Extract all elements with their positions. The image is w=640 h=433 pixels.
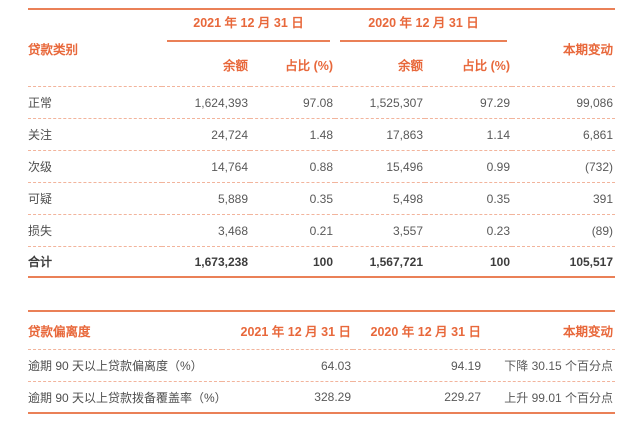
sub-header-row: 余额 占比 (%) 余额 占比 (%) — [28, 42, 615, 87]
loan-classification-table: 贷款类别 2021 年 12 月 31 日 2020 年 12 月 31 日 本… — [28, 8, 616, 278]
cell-balance-2020: 1,567,721 — [335, 247, 426, 278]
cell-ratio-2021: 100 — [250, 247, 336, 278]
col-group-2020: 2020 年 12 月 31 日 — [335, 10, 512, 42]
cell-metric-label: 逾期 90 天以上贷款偏离度（%） — [28, 350, 222, 382]
cell-category: 可疑 — [28, 183, 162, 215]
cell-change: 上升 99.01 个百分点 — [483, 382, 615, 414]
cell-metric-label: 逾期 90 天以上贷款拨备覆盖率（%） — [28, 382, 227, 414]
loan-deviation-table: 贷款偏离度 2021 年 12 月 31 日 2020 年 12 月 31 日 … — [28, 310, 615, 414]
table-row-special-mention: 关注 24,724 1.48 17,863 1.14 6,861 — [28, 119, 616, 151]
cell-balance-2021: 3,468 — [162, 215, 250, 247]
col-header-loan-deviation: 贷款偏离度 — [28, 312, 222, 350]
cell-change: 99,086 — [512, 87, 616, 119]
cell-category: 关注 — [28, 119, 162, 151]
cell-ratio-2020: 0.35 — [425, 183, 513, 215]
cell-change: 6,861 — [512, 119, 616, 151]
report-page: 贷款类别 2021 年 12 月 31 日 2020 年 12 月 31 日 本… — [28, 8, 616, 414]
deviation-table-body: 逾期 90 天以上贷款偏离度（%） 64.03 94.19 下降 30.15 个… — [28, 350, 615, 414]
cell-balance-2020: 5,498 — [335, 183, 426, 215]
cell-balance-2020: 1,525,307 — [335, 87, 426, 119]
cell-category: 合计 — [28, 247, 162, 278]
col-header-balance-2021: 余额 — [162, 42, 250, 87]
cell-value-2020: 94.19 — [353, 350, 483, 382]
cell-change: (732) — [512, 151, 616, 183]
col-header-ratio-2021: 占比 (%) — [250, 42, 336, 87]
col-header-loan-category: 贷款类别 — [28, 10, 162, 87]
cell-balance-2021: 5,889 — [162, 183, 250, 215]
cell-ratio-2020: 0.99 — [425, 151, 513, 183]
deviation-table-header: 贷款偏离度 2021 年 12 月 31 日 2020 年 12 月 31 日 … — [28, 312, 615, 350]
cell-balance-2020: 15,496 — [335, 151, 426, 183]
cell-change: (89) — [512, 215, 616, 247]
col-header-date-2020: 2020 年 12 月 31 日 — [353, 312, 483, 350]
cell-balance-2021: 24,724 — [162, 119, 250, 151]
cell-ratio-2020: 97.29 — [425, 87, 513, 119]
group-header-row: 贷款类别 2021 年 12 月 31 日 2020 年 12 月 31 日 本… — [28, 10, 616, 87]
col-header-ratio-2020: 占比 (%) — [425, 42, 513, 87]
group-label-2020: 2020 年 12 月 31 日 — [368, 16, 479, 30]
cell-category: 正常 — [28, 87, 162, 119]
table-row-loss: 损失 3,468 0.21 3,557 0.23 (89) — [28, 215, 616, 247]
loan-table-header: 贷款类别 2021 年 12 月 31 日 2020 年 12 月 31 日 本… — [28, 10, 616, 87]
cell-category: 次级 — [28, 151, 162, 183]
col-header-balance-2020: 余额 — [335, 42, 426, 87]
cell-value-2021: 64.03 — [222, 350, 353, 382]
col-header-period-change: 本期变动 — [483, 312, 615, 350]
table-row-total: 合计 1,673,238 100 1,567,721 100 105,517 — [28, 247, 616, 278]
cell-change: 105,517 — [512, 247, 616, 278]
cell-balance-2021: 14,764 — [162, 151, 250, 183]
cell-value-2020: 229.27 — [353, 382, 483, 414]
group-underline-2020 — [340, 40, 508, 42]
col-header-period-change: 本期变动 — [512, 10, 616, 87]
cell-change: 下降 30.15 个百分点 — [483, 350, 615, 382]
col-header-date-2021: 2021 年 12 月 31 日 — [222, 312, 353, 350]
table-row-provision-coverage: 逾期 90 天以上贷款拨备覆盖率（%） 328.29 229.27 上升 99.… — [28, 382, 615, 414]
loan-table-body: 正常 1,624,393 97.08 1,525,307 97.29 99,08… — [28, 87, 616, 278]
cell-ratio-2020: 0.23 — [425, 215, 513, 247]
group-label-2021: 2021 年 12 月 31 日 — [193, 16, 304, 30]
cell-category: 损失 — [28, 215, 162, 247]
table-row-normal: 正常 1,624,393 97.08 1,525,307 97.29 99,08… — [28, 87, 616, 119]
cell-ratio-2021: 1.48 — [250, 119, 336, 151]
cell-ratio-2021: 0.35 — [250, 183, 336, 215]
table-row-substandard: 次级 14,764 0.88 15,496 0.99 (732) — [28, 151, 616, 183]
table-row-deviation-ratio: 逾期 90 天以上贷款偏离度（%） 64.03 94.19 下降 30.15 个… — [28, 350, 615, 382]
cell-balance-2020: 3,557 — [335, 215, 426, 247]
cell-balance-2020: 17,863 — [335, 119, 426, 151]
cell-ratio-2021: 0.88 — [250, 151, 336, 183]
group-underline-2021 — [167, 40, 331, 42]
cell-ratio-2021: 97.08 — [250, 87, 336, 119]
col-group-2021: 2021 年 12 月 31 日 — [162, 10, 335, 42]
cell-balance-2021: 1,673,238 — [162, 247, 250, 278]
cell-ratio-2021: 0.21 — [250, 215, 336, 247]
header-row: 贷款偏离度 2021 年 12 月 31 日 2020 年 12 月 31 日 … — [28, 312, 615, 350]
cell-ratio-2020: 1.14 — [425, 119, 513, 151]
cell-value-2021: 328.29 — [222, 382, 353, 414]
cell-change: 391 — [512, 183, 616, 215]
cell-balance-2021: 1,624,393 — [162, 87, 250, 119]
cell-ratio-2020: 100 — [425, 247, 513, 278]
table-row-doubtful: 可疑 5,889 0.35 5,498 0.35 391 — [28, 183, 616, 215]
